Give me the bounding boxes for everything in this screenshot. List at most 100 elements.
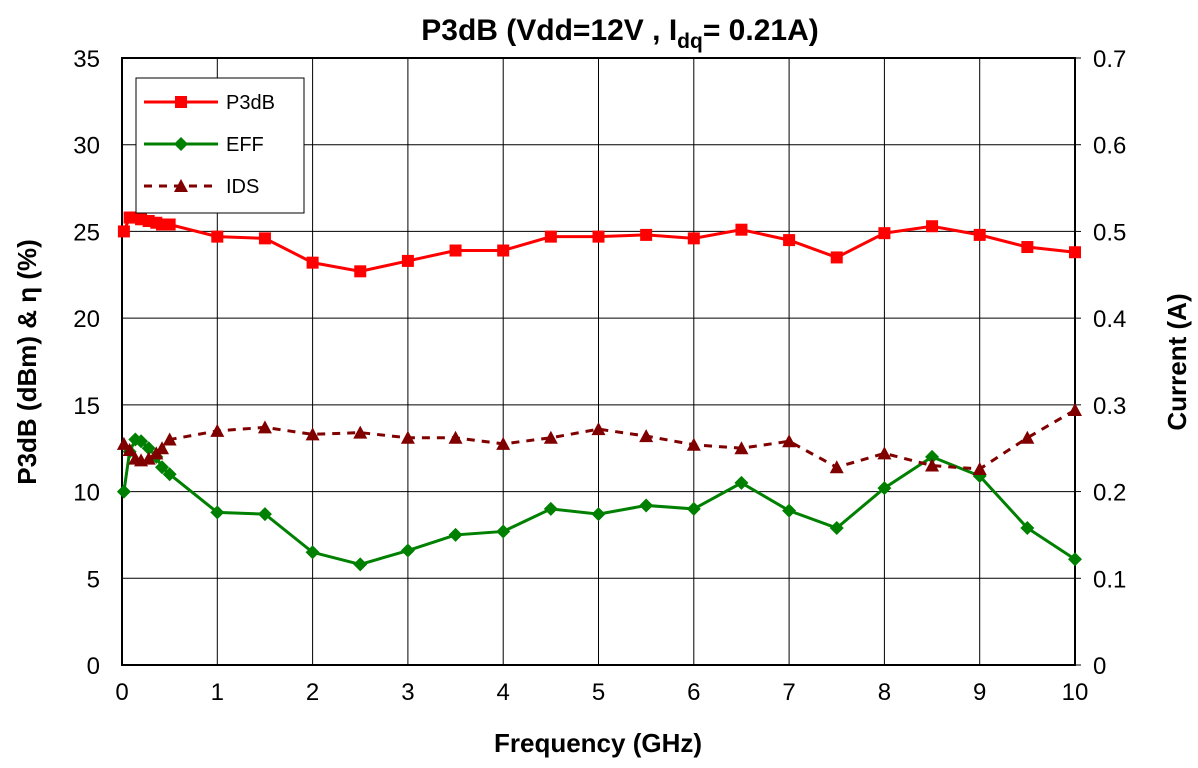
marker: [175, 96, 187, 108]
marker: [926, 220, 939, 233]
marker: [353, 557, 368, 572]
x-tick-label: 7: [782, 679, 795, 706]
marker: [305, 427, 320, 441]
x-tick-label: 10: [1062, 679, 1089, 706]
marker: [162, 432, 177, 446]
marker: [829, 460, 844, 474]
y2-tick-label: 0.2: [1093, 480, 1126, 507]
marker: [497, 244, 510, 257]
marker: [878, 227, 891, 240]
y2-tick-label: 0.4: [1093, 306, 1126, 333]
marker: [306, 256, 319, 269]
marker: [162, 467, 177, 482]
y-axis-label: P3dB (dBm) & η (%): [12, 239, 42, 485]
x-tick-label: 6: [687, 679, 700, 706]
marker: [782, 503, 797, 518]
marker: [973, 228, 986, 241]
x-tick-label: 4: [497, 679, 510, 706]
x-axis-label: Frequency (GHz): [494, 728, 702, 758]
y2-tick-label: 0.6: [1093, 133, 1126, 160]
marker: [257, 420, 272, 434]
marker: [496, 524, 511, 539]
marker: [401, 254, 414, 267]
x-tick-label: 5: [592, 679, 605, 706]
y-tick-label: 20: [73, 306, 100, 333]
y2-tick-label: 0.3: [1093, 393, 1126, 420]
x-tick-label: 2: [306, 679, 319, 706]
marker: [543, 430, 558, 444]
title-part: = 0.21A): [703, 14, 819, 47]
y-tick-label: 25: [73, 219, 100, 246]
marker: [639, 498, 654, 513]
legend-label: IDS: [226, 176, 259, 198]
marker: [155, 460, 170, 475]
marker: [210, 505, 225, 520]
legend-label: EFF: [226, 134, 264, 156]
y-tick-label: 15: [73, 393, 100, 420]
marker: [735, 223, 748, 236]
marker: [210, 423, 225, 437]
marker: [734, 475, 749, 490]
marker: [783, 234, 796, 247]
marker: [1068, 403, 1082, 417]
marker: [174, 137, 188, 151]
marker: [448, 527, 463, 542]
marker: [1069, 246, 1081, 259]
marker: [134, 434, 149, 449]
y-tick-label: 30: [73, 133, 100, 160]
y2-tick-label: 0: [1093, 653, 1106, 680]
marker: [1020, 430, 1035, 444]
x-tick-label: 9: [973, 679, 986, 706]
marker: [543, 501, 558, 516]
marker: [1021, 241, 1034, 254]
marker: [1020, 520, 1035, 535]
marker: [448, 430, 463, 444]
marker: [116, 484, 131, 499]
y-tick-label: 10: [73, 480, 100, 507]
marker: [174, 179, 188, 192]
y2-axis-label: Current (A): [1162, 293, 1192, 430]
marker: [640, 228, 653, 241]
marker: [449, 244, 462, 257]
marker: [591, 422, 606, 436]
marker: [829, 520, 844, 535]
chart-title: P3dB (Vdd=12V , Idq= 0.21A): [421, 14, 818, 53]
plot-frame: [121, 57, 1076, 666]
x-tick-label: 8: [878, 679, 891, 706]
y-tick-label: 5: [87, 566, 100, 593]
legend-label: P3dB: [226, 92, 275, 114]
marker: [257, 507, 272, 522]
marker: [925, 449, 940, 464]
marker: [925, 458, 940, 472]
y2-tick-label: 0.1: [1093, 566, 1126, 593]
marker: [141, 441, 156, 456]
marker: [258, 232, 271, 245]
x-tick-label: 1: [211, 679, 224, 706]
marker: [686, 437, 701, 451]
marker: [592, 230, 605, 243]
marker: [354, 265, 367, 278]
marker: [116, 436, 131, 450]
marker: [830, 251, 843, 264]
marker: [163, 218, 176, 231]
y2-tick-label: 0.7: [1093, 46, 1126, 73]
x-tick-label: 0: [115, 679, 128, 706]
title-part: P3dB (Vdd=12V , I: [421, 14, 677, 47]
y-tick-label: 0: [87, 653, 100, 680]
marker: [972, 462, 987, 476]
y-tick-label: 35: [73, 46, 100, 73]
marker: [496, 436, 511, 450]
marker: [877, 481, 892, 496]
marker: [1068, 552, 1082, 567]
marker: [877, 446, 892, 460]
marker: [117, 225, 130, 238]
x-tick-label: 3: [401, 679, 414, 706]
marker: [544, 230, 557, 243]
marker: [122, 442, 137, 456]
marker: [687, 232, 700, 245]
marker: [400, 543, 415, 558]
marker: [686, 501, 701, 516]
y2-tick-label: 0.5: [1093, 219, 1126, 246]
